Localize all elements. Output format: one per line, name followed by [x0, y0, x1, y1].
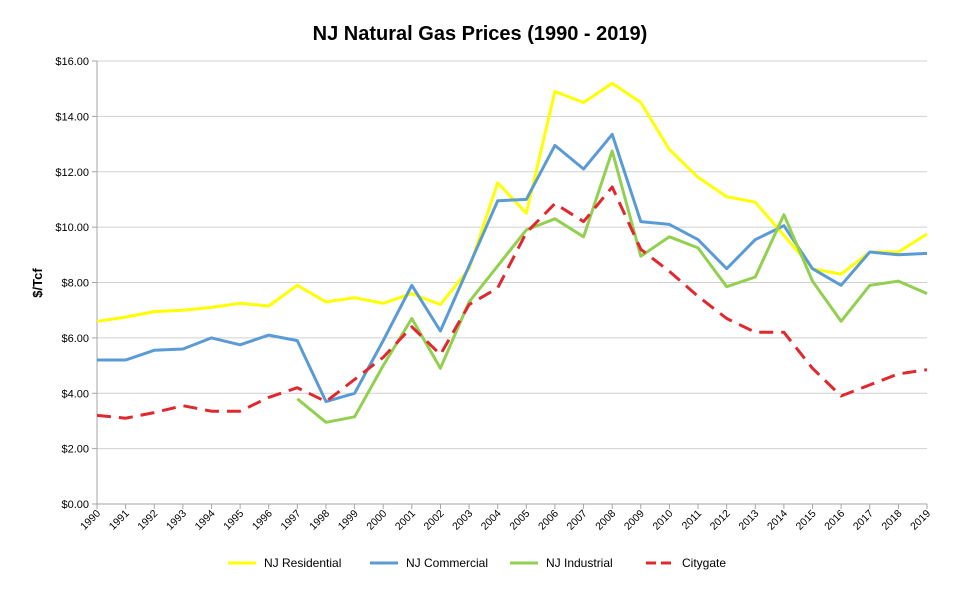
y-tick-label: $14.00 — [55, 111, 89, 123]
x-tick-label: 1995 — [221, 508, 246, 533]
series-lines — [96, 81, 928, 424]
x-tick-label: 2015 — [794, 508, 819, 533]
legend-label: Citygate — [682, 556, 726, 570]
x-tick-label: 2007 — [565, 508, 590, 533]
x-tick-label: 2009 — [622, 508, 647, 533]
x-tick-label: 1998 — [307, 508, 332, 533]
x-tick-label: 1993 — [164, 508, 189, 533]
y-tick-labels: $0.00 $2.00 $4.00 $6.00 $8.00 $10.00 $12.00 $14… — [55, 56, 89, 511]
x-tick-label: 2006 — [536, 508, 561, 533]
x-tick-label: 1996 — [250, 508, 275, 533]
x-tick-label: 1997 — [278, 508, 303, 533]
series-line-nj-residential — [96, 81, 928, 323]
series-line-citygate — [96, 185, 928, 420]
x-tick-label: 2008 — [593, 508, 618, 533]
legend: NJ Residential NJ Commercial NJ Industrial… — [228, 556, 726, 570]
x-tick-label: 2003 — [450, 508, 475, 533]
x-tick-label: 2011 — [680, 508, 705, 533]
y-tick-label: $2.00 — [61, 444, 89, 456]
x-tick-label: 2001 — [393, 508, 418, 533]
x-tick-label: 2010 — [651, 508, 676, 533]
x-tick-label: 2000 — [364, 508, 389, 533]
y-tick-label: $10.00 — [55, 222, 89, 234]
series-line-nj-commercial — [97, 132, 928, 404]
y-axis-label: $/Tcf — [30, 268, 45, 298]
x-tick-label: 2017 — [851, 508, 876, 533]
legend-label: NJ Industrial — [546, 556, 613, 570]
y-tick-label: $16.00 — [55, 56, 89, 68]
x-tick-label: 1999 — [336, 508, 361, 533]
gridlines — [92, 60, 928, 509]
x-tick-label: 1990 — [78, 508, 103, 533]
y-tick-label: $0.00 — [61, 499, 89, 511]
x-tick-label: 2005 — [507, 508, 532, 533]
y-tick-label: $12.00 — [55, 167, 89, 179]
x-tick-label: 2016 — [822, 508, 847, 533]
x-tick-label: 2019 — [908, 508, 933, 533]
x-tick-label: 2018 — [879, 508, 904, 533]
y-tick-label: $8.00 — [61, 278, 89, 290]
x-tick-label: 2014 — [765, 508, 790, 533]
series-line-nj-industrial — [296, 149, 928, 424]
x-tick-label: 2002 — [422, 508, 447, 533]
y-tick-label: $6.00 — [61, 333, 89, 345]
x-tick-label: 2013 — [736, 508, 761, 533]
legend-label: NJ Residential — [264, 556, 341, 570]
x-tick-label: 1994 — [193, 508, 218, 533]
x-tick-label: 2004 — [479, 508, 504, 533]
x-tick-labels: 1990 1991 1992 1993 1994 1995 1996 1997 1998 1999… — [78, 508, 933, 533]
chart-title: NJ Natural Gas Prices (1990 - 2019) — [313, 23, 648, 45]
x-tick-label: 1992 — [135, 508, 160, 533]
y-tick-label: $4.00 — [61, 388, 89, 400]
legend-label: NJ Commercial — [406, 556, 488, 570]
x-tick-label: 1991 — [107, 508, 132, 533]
x-tick-label: 2012 — [708, 508, 733, 533]
